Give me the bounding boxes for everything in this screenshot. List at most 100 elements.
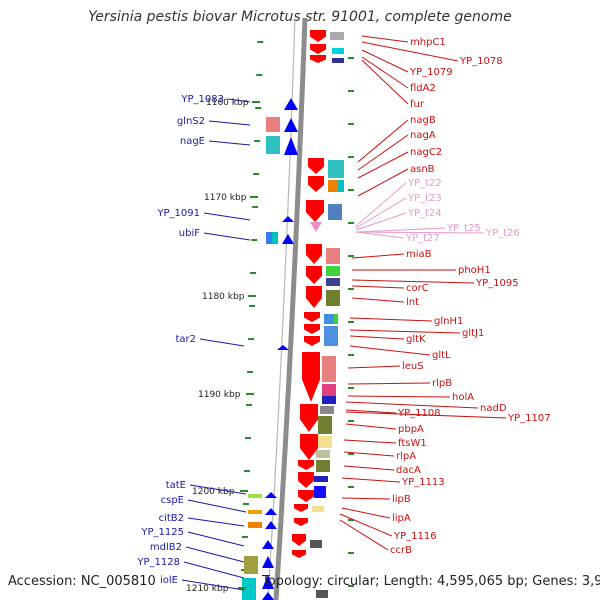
forward-gene-arrow xyxy=(282,234,294,244)
cog-box xyxy=(316,450,330,458)
label-connector xyxy=(349,317,433,322)
reverse-gene-arrow xyxy=(292,550,306,558)
reverse-gene-arrow xyxy=(294,504,308,512)
cog-box xyxy=(324,326,338,346)
cog-box xyxy=(318,416,332,434)
forward-gene-arrow xyxy=(265,521,277,529)
label-connector xyxy=(355,197,407,229)
cog-box xyxy=(334,314,338,324)
gene-label-right: glnH1 xyxy=(434,316,463,327)
reverse-gene-arrow xyxy=(294,518,308,526)
dash-column-right xyxy=(348,57,354,587)
cog-box xyxy=(248,510,262,514)
cog-box xyxy=(326,278,340,286)
label-connector xyxy=(355,227,446,233)
label-connector xyxy=(351,253,405,259)
label-connector xyxy=(347,382,431,385)
reverse-gene-arrow xyxy=(306,244,322,264)
gene-label-right: YP_t24 xyxy=(407,208,442,219)
gene-label-right: YP_t23 xyxy=(407,193,442,204)
gene-label-left: tatE xyxy=(166,480,186,491)
label-connector xyxy=(355,182,407,227)
label-connector xyxy=(355,231,485,234)
gene-label-right: corC xyxy=(406,283,429,294)
gene-label-right: YP_1078 xyxy=(459,56,503,67)
gene-label-right: YP_1116 xyxy=(393,531,437,542)
trna-arrow xyxy=(310,222,322,232)
reverse-gene-arrow xyxy=(298,460,314,470)
cog-box xyxy=(312,506,324,512)
label-connector xyxy=(361,49,409,73)
forward-gene-arrow xyxy=(265,508,277,515)
label-connector xyxy=(341,497,391,500)
label-connector xyxy=(351,279,475,284)
gene-label-right: dacA xyxy=(396,465,421,476)
reverse-gene-arrow xyxy=(310,44,326,54)
cog-box xyxy=(248,522,262,528)
label-connector xyxy=(227,98,251,103)
forward-gene-arrow xyxy=(262,540,274,549)
gene-label-right: fldA2 xyxy=(410,83,436,94)
gene-label-right: nadD xyxy=(480,403,507,414)
label-connector xyxy=(341,477,401,483)
label-connector xyxy=(203,212,251,221)
cog-box xyxy=(272,232,278,244)
gene-label-right: asnB xyxy=(410,164,435,175)
label-connector xyxy=(185,546,245,563)
accession-text: Accession: NC_005810 xyxy=(8,574,156,589)
cog-box xyxy=(328,160,344,178)
label-connector xyxy=(187,499,247,513)
cog-box xyxy=(332,58,344,63)
label-connector xyxy=(361,35,409,43)
label-connector xyxy=(189,484,247,495)
label-connector xyxy=(357,119,409,163)
cog-box xyxy=(322,384,336,396)
label-connector xyxy=(355,231,405,239)
cog-boxes-right xyxy=(310,32,344,598)
gene-label-right: ftsW1 xyxy=(398,438,427,449)
gene-label-right: leuS xyxy=(402,361,424,372)
dash-column-left xyxy=(240,41,264,571)
scale-tick-label: 1180 kbp xyxy=(202,292,245,302)
gene-label-left: tar2 xyxy=(175,334,196,345)
gene-label-right: YP_1108 xyxy=(397,408,441,419)
gene-label-right: nagB xyxy=(410,115,436,126)
map-title: Yersinia pestis biovar Microtus str. 910… xyxy=(88,9,512,25)
label-connector xyxy=(345,423,397,430)
gene-label-right: lipA xyxy=(392,513,411,524)
label-connector xyxy=(349,335,405,340)
label-connector xyxy=(347,395,451,398)
label-connector xyxy=(183,561,245,579)
right-gene-labels: mhpC1 YP_1078 YP_1079 fldA2 fur nagB nagA nagC2… xyxy=(339,35,551,556)
cog-box xyxy=(320,406,334,414)
gene-label-left: YP_1091 xyxy=(156,208,200,219)
gene-label-right: YP_1107 xyxy=(507,413,551,424)
cog-box xyxy=(326,248,340,264)
cog-box xyxy=(322,356,336,382)
forward-gene-arrow xyxy=(284,98,298,110)
label-connector xyxy=(199,338,245,347)
cog-box xyxy=(324,314,334,324)
genome-info-text: Topology: circular; Length: 4,595,065 bp… xyxy=(262,574,600,589)
label-connector xyxy=(349,345,431,356)
label-connector xyxy=(357,151,409,179)
reverse-gene-arrow xyxy=(292,534,306,546)
forward-genes xyxy=(262,98,298,600)
gene-label-right: holA xyxy=(452,392,474,403)
cog-box xyxy=(242,578,256,600)
gene-label-left: YP_1125 xyxy=(140,527,184,538)
forward-gene-arrow xyxy=(282,216,294,222)
gene-label-right: nagA xyxy=(410,130,436,141)
forward-gene-arrow xyxy=(277,345,289,350)
reverse-gene-arrow xyxy=(304,324,320,334)
forward-gene-arrow xyxy=(262,575,274,589)
gene-label-right: rlpA xyxy=(396,451,416,462)
gene-label-right: ccrB xyxy=(390,545,412,556)
label-connector xyxy=(339,519,389,551)
left-gene-labels: YP_1083 glnS2 nagE YP_1091 ubiF tar2 tatE cspE c… xyxy=(136,94,251,591)
cog-box xyxy=(314,476,328,482)
cog-box xyxy=(328,204,342,220)
reverse-gene-arrow xyxy=(306,286,322,308)
reverse-gene-arrow xyxy=(308,176,324,192)
